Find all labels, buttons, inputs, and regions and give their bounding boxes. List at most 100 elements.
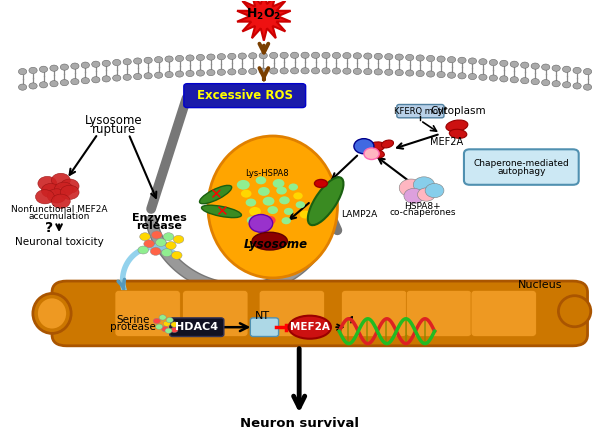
Circle shape xyxy=(500,60,508,66)
Text: Nonfunctional MEF2A: Nonfunctional MEF2A xyxy=(11,205,107,214)
Circle shape xyxy=(228,69,236,75)
Circle shape xyxy=(138,246,149,254)
Circle shape xyxy=(140,233,150,241)
Circle shape xyxy=(268,206,278,214)
Circle shape xyxy=(259,53,268,59)
Circle shape xyxy=(144,73,152,79)
Ellipse shape xyxy=(382,140,394,148)
Text: Chaperone-mediated: Chaperone-mediated xyxy=(474,159,569,168)
Circle shape xyxy=(583,84,592,90)
Polygon shape xyxy=(237,0,290,40)
Circle shape xyxy=(395,54,403,60)
Circle shape xyxy=(332,53,341,59)
Circle shape xyxy=(171,327,178,332)
Circle shape xyxy=(161,326,169,332)
Circle shape xyxy=(280,52,288,58)
Circle shape xyxy=(159,315,166,320)
Ellipse shape xyxy=(367,142,385,152)
Ellipse shape xyxy=(200,186,232,204)
Circle shape xyxy=(61,64,68,70)
Circle shape xyxy=(500,76,508,82)
Text: HDAC4: HDAC4 xyxy=(175,322,218,332)
Circle shape xyxy=(290,52,299,58)
Circle shape xyxy=(113,60,121,65)
Circle shape xyxy=(35,190,55,204)
Circle shape xyxy=(249,214,272,232)
Circle shape xyxy=(102,60,110,66)
Circle shape xyxy=(364,69,372,75)
Circle shape xyxy=(573,67,581,73)
Circle shape xyxy=(81,62,89,68)
Circle shape xyxy=(19,84,27,90)
Text: Enzymes: Enzymes xyxy=(132,213,187,223)
Ellipse shape xyxy=(314,179,328,187)
Circle shape xyxy=(562,82,571,88)
Text: ✕: ✕ xyxy=(215,204,228,219)
FancyBboxPatch shape xyxy=(184,84,305,108)
Circle shape xyxy=(155,239,166,247)
Circle shape xyxy=(264,216,275,225)
Circle shape xyxy=(153,318,160,324)
Circle shape xyxy=(166,317,173,323)
Text: co-chaperones: co-chaperones xyxy=(389,208,456,217)
Circle shape xyxy=(40,82,47,88)
Circle shape xyxy=(248,68,257,74)
Circle shape xyxy=(92,77,100,83)
Circle shape xyxy=(374,69,382,75)
Circle shape xyxy=(395,69,403,76)
Text: release: release xyxy=(136,221,182,231)
FancyBboxPatch shape xyxy=(115,291,180,336)
Circle shape xyxy=(196,54,205,61)
Circle shape xyxy=(573,83,581,89)
Circle shape xyxy=(249,207,261,216)
Circle shape xyxy=(416,70,424,77)
Circle shape xyxy=(61,80,68,86)
Circle shape xyxy=(418,188,435,201)
Ellipse shape xyxy=(202,205,241,218)
Circle shape xyxy=(269,68,278,74)
Circle shape xyxy=(241,190,251,198)
Text: NT: NT xyxy=(255,311,270,321)
Circle shape xyxy=(562,66,571,73)
Circle shape xyxy=(29,83,37,89)
FancyBboxPatch shape xyxy=(397,105,444,118)
Ellipse shape xyxy=(559,295,591,327)
Circle shape xyxy=(173,235,184,243)
Circle shape xyxy=(479,74,487,81)
Ellipse shape xyxy=(208,136,337,278)
Circle shape xyxy=(248,53,257,59)
Text: Neuron survival: Neuron survival xyxy=(239,417,359,429)
Circle shape xyxy=(134,73,142,80)
Text: MEF2A: MEF2A xyxy=(290,322,330,332)
Circle shape xyxy=(52,194,70,208)
Circle shape xyxy=(238,69,247,75)
Circle shape xyxy=(332,68,341,74)
Text: LAMP2A: LAMP2A xyxy=(341,210,378,219)
Circle shape xyxy=(479,59,487,65)
Ellipse shape xyxy=(449,129,467,138)
Circle shape xyxy=(237,180,250,190)
Circle shape xyxy=(166,242,176,250)
Circle shape xyxy=(399,179,423,197)
FancyBboxPatch shape xyxy=(250,318,278,336)
Circle shape xyxy=(102,76,110,82)
Circle shape xyxy=(228,53,236,60)
Text: Lysosome: Lysosome xyxy=(85,114,143,127)
Circle shape xyxy=(448,57,455,63)
Circle shape xyxy=(489,75,497,81)
Circle shape xyxy=(50,81,58,87)
FancyBboxPatch shape xyxy=(464,150,579,185)
Circle shape xyxy=(413,177,434,193)
Circle shape xyxy=(165,56,173,62)
Circle shape xyxy=(448,72,455,78)
Circle shape xyxy=(311,52,320,58)
Circle shape xyxy=(343,68,351,74)
FancyBboxPatch shape xyxy=(406,291,472,336)
Circle shape xyxy=(92,61,100,67)
Circle shape xyxy=(217,53,226,60)
Circle shape xyxy=(258,187,270,196)
Circle shape xyxy=(354,139,374,154)
Circle shape xyxy=(207,54,215,60)
Text: Cytoplasm: Cytoplasm xyxy=(430,106,486,116)
Circle shape xyxy=(52,173,70,187)
